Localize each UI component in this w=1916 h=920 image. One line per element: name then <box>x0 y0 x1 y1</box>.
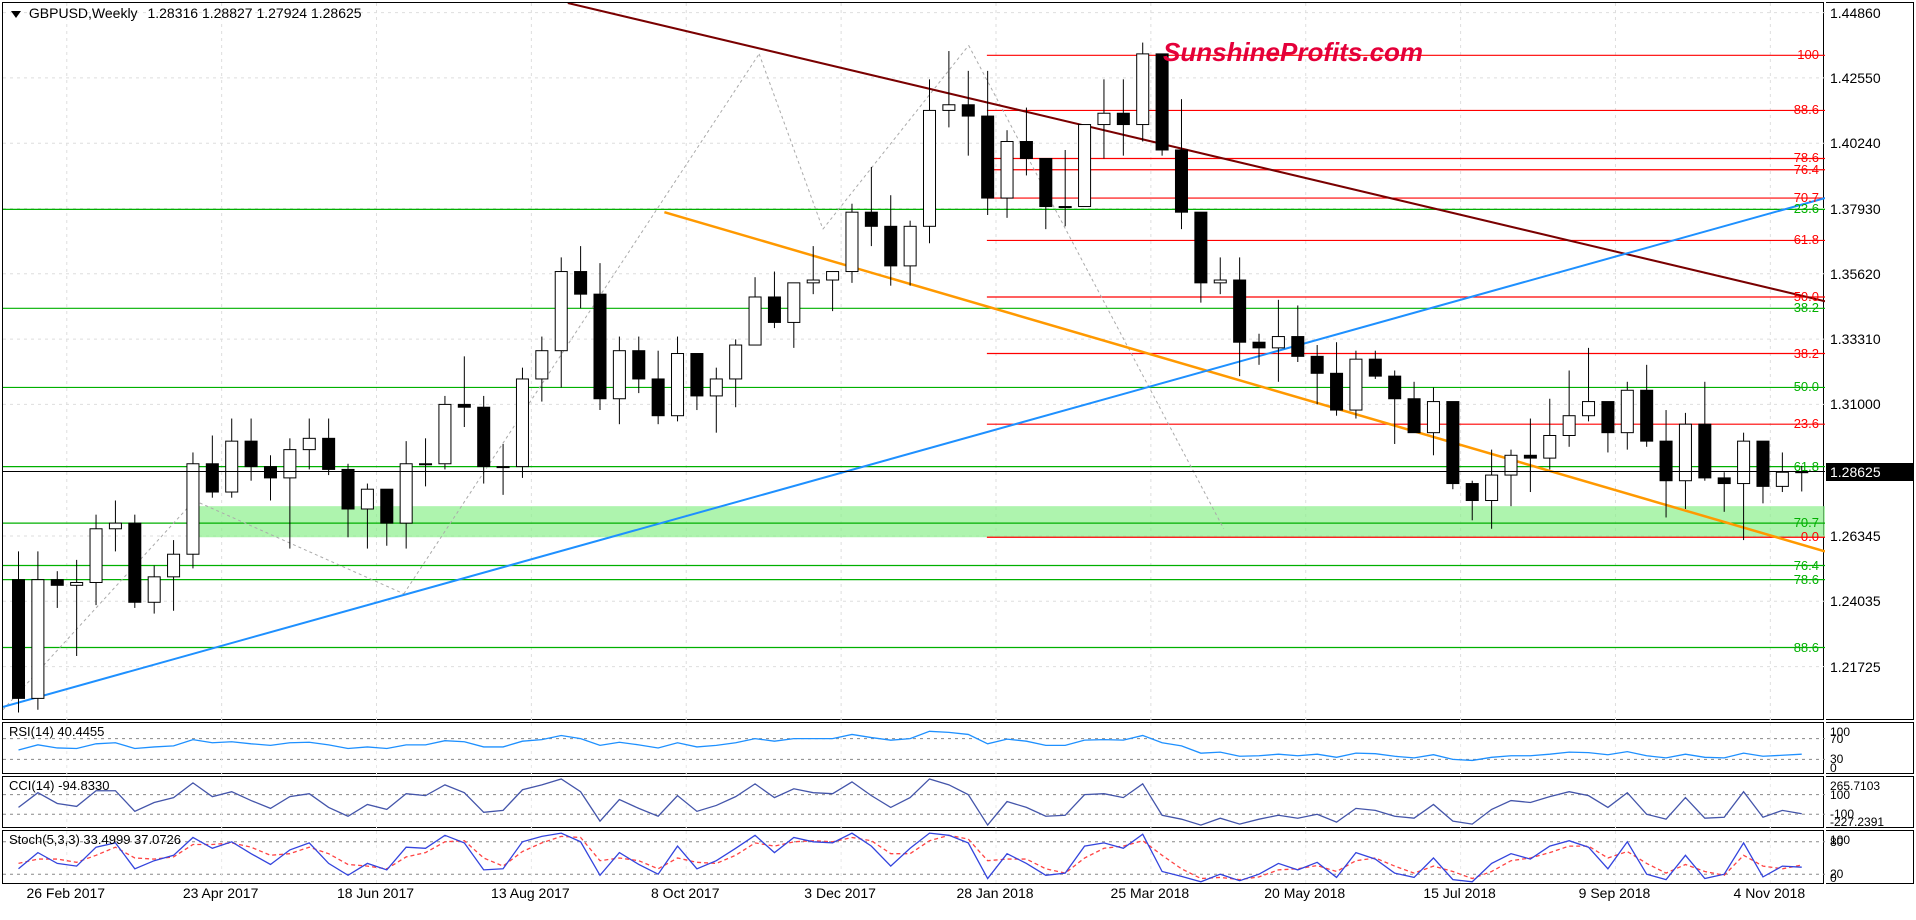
rsi-svg <box>3 723 1825 775</box>
price-tick: 1.31000 <box>1830 396 1881 412</box>
time-x-axis: 26 Feb 2017 23 Apr 2017 18 Jun 2017 13 Aug … <box>2 885 1824 917</box>
date-tick: 23 Apr 2017 <box>183 885 259 901</box>
chart-title: GBPUSD,Weekly 1.28316 1.28827 1.27924 1.… <box>11 5 362 21</box>
price-tick: 1.44860 <box>1830 5 1881 21</box>
cci-svg <box>3 777 1825 829</box>
date-tick: 9 Sep 2018 <box>1579 885 1651 901</box>
fib-level-label: 23.6 <box>1794 201 1819 216</box>
fib-level-label: 78.6 <box>1794 572 1819 587</box>
price-tick: 1.35620 <box>1830 266 1881 282</box>
symbol-timeframe: GBPUSD,Weekly <box>29 5 138 21</box>
cci-panel[interactable]: CCI(14) -94.8330 <box>2 776 1824 828</box>
fib-level-label: 61.8 <box>1794 232 1819 247</box>
date-tick: 3 Dec 2017 <box>804 885 876 901</box>
date-tick: 25 Mar 2018 <box>1111 885 1190 901</box>
stoch-title: Stoch(5,3,3) 33.4999 37.0726 <box>9 832 181 847</box>
fib-level-label: 100 <box>1797 47 1819 62</box>
rsi-y-axis: 10070300 <box>1826 722 1914 774</box>
indicator-tick: 0 <box>1830 761 1837 775</box>
fib-level-label: 61.8 <box>1794 459 1819 474</box>
fib-level-label: 38.2 <box>1794 346 1819 361</box>
fib-level-label: 70.7 <box>1794 515 1819 530</box>
date-tick: 28 Jan 2018 <box>956 885 1033 901</box>
indicator-tick: 70 <box>1830 732 1843 746</box>
price-chart-panel[interactable]: GBPUSD,Weekly 1.28316 1.28827 1.27924 1.… <box>2 2 1824 720</box>
date-tick: 26 Feb 2017 <box>26 885 105 901</box>
stoch-y-axis: 10080200 <box>1826 830 1914 884</box>
indicator-tick: 0 <box>1830 871 1837 885</box>
fib-level-label: 38.2 <box>1794 300 1819 315</box>
indicator-tick: -227.2391 <box>1830 815 1884 829</box>
watermark: SunshineProfits.com <box>1163 37 1423 68</box>
price-svg <box>3 3 1825 721</box>
date-tick: 15 Jul 2018 <box>1423 885 1495 901</box>
stoch-panel[interactable]: Stoch(5,3,3) 33.4999 37.0726 <box>2 830 1824 884</box>
date-tick: 18 Jun 2017 <box>337 885 414 901</box>
fib-level-label: 76.4 <box>1794 162 1819 177</box>
price-y-axis: 1.44860 1.42550 1.40240 1.37930 1.35620 1.333… <box>1826 2 1914 720</box>
current-price-tag: 1.28625 <box>1826 463 1914 481</box>
fib-level-label: 23.6 <box>1794 416 1819 431</box>
rsi-title: RSI(14) 40.4455 <box>9 724 104 739</box>
date-tick: 8 Oct 2017 <box>651 885 720 901</box>
price-tick: 1.37930 <box>1830 201 1881 217</box>
fib-level-label: 88.6 <box>1794 102 1819 117</box>
chart-container: GBPUSD,Weekly 1.28316 1.28827 1.27924 1.… <box>0 0 1916 920</box>
fib-level-label: 88.6 <box>1794 640 1819 655</box>
fib-level-label: 76.4 <box>1794 558 1819 573</box>
dropdown-icon[interactable] <box>11 11 21 18</box>
cci-title: CCI(14) -94.8330 <box>9 778 109 793</box>
fib-level-label: 0.0 <box>1801 529 1819 544</box>
price-tick: 1.24035 <box>1830 593 1881 609</box>
indicator-tick: 80 <box>1830 835 1843 849</box>
stoch-svg <box>3 831 1825 885</box>
date-tick: 13 Aug 2017 <box>491 885 570 901</box>
date-tick: 4 Nov 2018 <box>1734 885 1806 901</box>
rsi-panel[interactable]: RSI(14) 40.4455 <box>2 722 1824 774</box>
fib-level-label: 50.0 <box>1794 379 1819 394</box>
indicator-tick: 100 <box>1830 788 1850 802</box>
date-tick: 20 May 2018 <box>1264 885 1345 901</box>
price-tick: 1.42550 <box>1830 70 1881 86</box>
price-tick: 1.21725 <box>1830 659 1881 675</box>
ohlc-values: 1.28316 1.28827 1.27924 1.28625 <box>147 5 361 21</box>
price-tick: 1.40240 <box>1830 135 1881 151</box>
price-tick: 1.33310 <box>1830 331 1881 347</box>
cci-y-axis: 265.7103100-100-227.2391 <box>1826 776 1914 828</box>
price-tick: 1.26345 <box>1830 528 1881 544</box>
